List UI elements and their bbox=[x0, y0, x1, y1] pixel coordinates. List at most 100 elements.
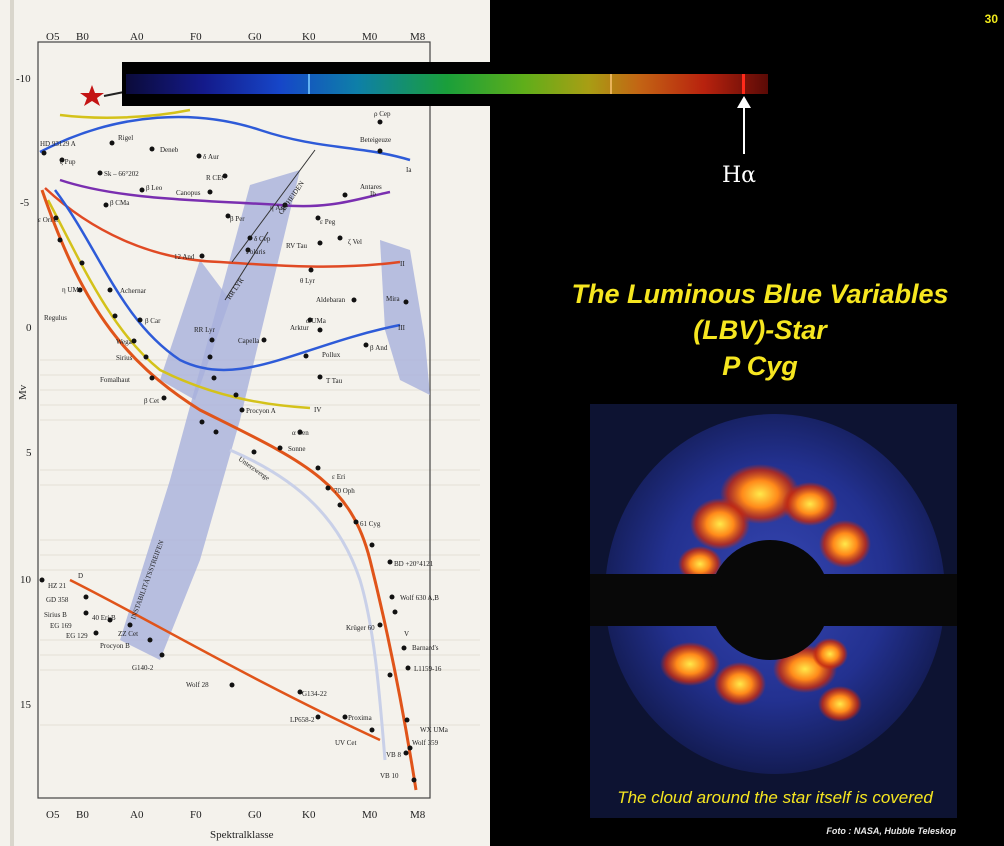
star-label: Beteigeuze bbox=[360, 136, 391, 144]
star-label: WX UMa bbox=[420, 726, 449, 734]
branch-label: V bbox=[404, 630, 409, 638]
branch-iii bbox=[53, 189, 401, 372]
branch-label: IV bbox=[314, 406, 321, 414]
h-alpha-label: Hα bbox=[722, 163, 757, 188]
star-label: β And bbox=[370, 344, 388, 352]
star-label: ζ Vel bbox=[348, 238, 362, 246]
star-label: Sirius bbox=[116, 354, 133, 362]
branch-label: II bbox=[400, 260, 405, 268]
p-cyg-star-marker bbox=[80, 85, 125, 106]
title-line: The Luminous Blue Variables bbox=[571, 279, 949, 309]
star-label: β Car bbox=[145, 317, 161, 325]
svg-text:-10: -10 bbox=[16, 73, 31, 85]
star-label: Procyon A bbox=[246, 407, 276, 415]
svg-text:K0: K0 bbox=[302, 809, 316, 821]
star-label: Wolf 359 bbox=[412, 739, 439, 747]
svg-text:A0: A0 bbox=[130, 809, 144, 821]
title-line: (LBV)-Star bbox=[693, 315, 827, 345]
p-cyg-nebula-image bbox=[590, 404, 957, 818]
x-axis-label: Spektralklasse bbox=[210, 829, 274, 841]
branch-label: Ib bbox=[370, 190, 376, 198]
star-label: ε Eri bbox=[332, 473, 345, 481]
occulting-disk bbox=[710, 540, 830, 660]
branch-ia bbox=[39, 115, 411, 162]
branch-label: D bbox=[78, 572, 83, 580]
svg-text:M8: M8 bbox=[410, 809, 426, 821]
star-label: G140-2 bbox=[132, 664, 154, 672]
title-line: P Cyg bbox=[722, 351, 798, 381]
svg-text:F0: F0 bbox=[190, 31, 202, 43]
star-label: VB 8 bbox=[386, 751, 401, 759]
star-label: Wega bbox=[116, 338, 133, 346]
star-label: ζ Pup bbox=[60, 158, 76, 166]
star-label: Polaris bbox=[246, 248, 266, 256]
star-label: ε Ori C bbox=[38, 216, 59, 224]
star-label: T Tau bbox=[326, 377, 343, 385]
star-label: Canopus bbox=[176, 189, 201, 197]
slide-title: The Luminous Blue Variables (LBV)-Star P… bbox=[520, 276, 1000, 384]
star-label: Antares bbox=[360, 183, 382, 191]
star-label: G134-22 bbox=[302, 690, 327, 698]
branch-label: III bbox=[398, 324, 406, 332]
star-label: RR Lyr bbox=[194, 326, 215, 334]
bottom-spectral-ticks: O5 B0 A0 F0 G0 K0 M0 M8 bbox=[46, 809, 426, 821]
star-label: η UMa bbox=[62, 286, 83, 294]
star-label: HZ 21 bbox=[48, 582, 67, 590]
white-dwarf-branch bbox=[69, 578, 381, 742]
star-label: VB 10 bbox=[380, 772, 399, 780]
svg-text:K0: K0 bbox=[302, 31, 316, 43]
star-label: Mira bbox=[386, 295, 401, 303]
star-label: 70 Oph bbox=[334, 487, 355, 495]
star-label: Procyon B bbox=[100, 642, 130, 650]
star-label: η Aql bbox=[270, 204, 286, 212]
star-label: RV Tau bbox=[286, 242, 308, 250]
spectral-line bbox=[308, 74, 310, 94]
giant-region bbox=[380, 240, 430, 395]
spectrum-gradient bbox=[126, 74, 768, 94]
magnitude-ticks: -10 -5 0 5 10 15 bbox=[16, 73, 32, 711]
star-label: δ Aur bbox=[203, 153, 220, 161]
star-label: Regulus bbox=[44, 314, 67, 322]
star-label: ε Peg bbox=[320, 218, 336, 226]
star-label: 40 Eri B bbox=[92, 614, 116, 622]
star-labels: HD 93129 A Rigel Deneb δ Aur Beteigeuze … bbox=[38, 110, 449, 780]
image-caption: The cloud around the star itself is cove… bbox=[617, 788, 933, 807]
svg-text:O5: O5 bbox=[46, 31, 60, 43]
svg-text:F0: F0 bbox=[190, 809, 202, 821]
star-label: β Leo bbox=[146, 184, 163, 192]
nebula-svg bbox=[590, 404, 957, 818]
star-label: BD +20°4121 bbox=[394, 560, 434, 568]
star-label: HD 93129 A bbox=[40, 140, 76, 148]
star-label: Sk – 66°202 bbox=[104, 170, 139, 178]
star-label: β Cet bbox=[144, 397, 159, 405]
star-label: δ Cep bbox=[254, 235, 271, 243]
svg-text:G0: G0 bbox=[248, 31, 262, 43]
star-label: θ Lyr bbox=[300, 277, 315, 285]
h-alpha-arrow-icon bbox=[737, 96, 751, 154]
hr-diagram-panel: HD 93129 A Rigel Deneb δ Aur Beteigeuze … bbox=[0, 0, 490, 846]
svg-text:A0: A0 bbox=[130, 31, 144, 43]
star-label: Sirius B bbox=[44, 611, 67, 619]
spectral-line bbox=[610, 74, 612, 94]
branch-iv bbox=[46, 199, 311, 410]
page-number: 30 bbox=[984, 12, 998, 26]
star-label: LP658-2 bbox=[290, 716, 315, 724]
hr-diagram-svg: HD 93129 A Rigel Deneb δ Aur Beteigeuze … bbox=[0, 0, 490, 846]
star-label: 61 Cyg bbox=[360, 520, 381, 528]
star-label: R CEt bbox=[206, 174, 223, 182]
svg-text:5: 5 bbox=[26, 447, 32, 459]
svg-text:M0: M0 bbox=[362, 31, 378, 43]
star-label: Krüger 60 bbox=[346, 624, 375, 632]
svg-text:0: 0 bbox=[26, 322, 32, 334]
star-label: Capella bbox=[238, 337, 260, 345]
star-label: Wolf 630 A,B bbox=[400, 594, 439, 602]
branch-v bbox=[40, 189, 418, 791]
svg-text:B0: B0 bbox=[76, 31, 89, 43]
svg-text:O5: O5 bbox=[46, 809, 60, 821]
star-label: Rigel bbox=[118, 134, 133, 142]
h-alpha-emission-line bbox=[742, 74, 745, 94]
star-label: ρ Cep bbox=[374, 110, 391, 118]
star-label: Aldebaran bbox=[316, 296, 346, 304]
star-label: Barnard's bbox=[412, 644, 439, 652]
star-label: Sonne bbox=[288, 445, 306, 453]
